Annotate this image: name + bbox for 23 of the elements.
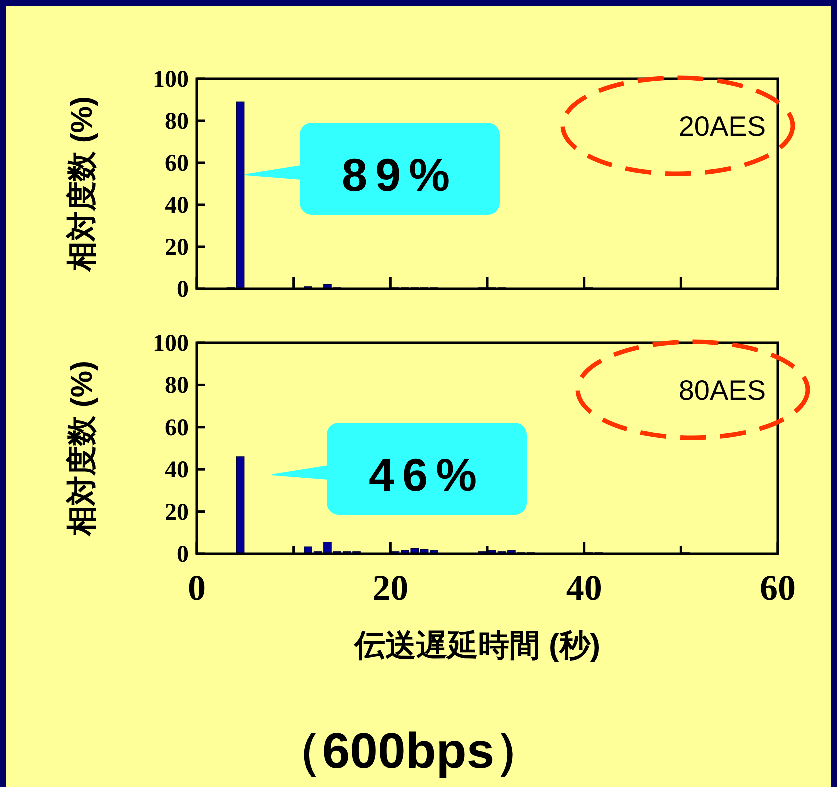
y-tick-label: 20 [165,500,189,526]
y-tick-label: 40 [165,193,189,219]
text: （600bps） [272,723,545,779]
y-axis-title: 相対度数 (%) [65,96,99,272]
annotation: 20AES [678,111,766,142]
y-axis-title: 相対度数 (%) [65,361,99,537]
y-tick-label: 100 [153,331,189,357]
annotation: 89% [342,149,458,201]
y-tick-label: 60 [165,415,189,442]
y-tick-label: 100 [153,67,189,93]
x-tick-label: 40 [566,568,602,608]
y-tick-label: 0 [177,542,189,568]
annotation: 46% [368,449,486,501]
x-tick-label: 20 [372,568,409,608]
x-tick-label: 60 [760,568,796,608]
y-tick-label: 40 [165,458,189,484]
x-axis-title: 伝送遅延時間 (秒) [353,628,601,663]
annotation: 80AES [678,375,766,406]
y-tick-label: 0 [177,277,189,303]
y-tick-label: 20 [165,235,189,261]
y-tick-label: 80 [165,373,189,400]
y-tick-label: 60 [165,151,189,177]
y-tick-label: 80 [165,109,189,135]
